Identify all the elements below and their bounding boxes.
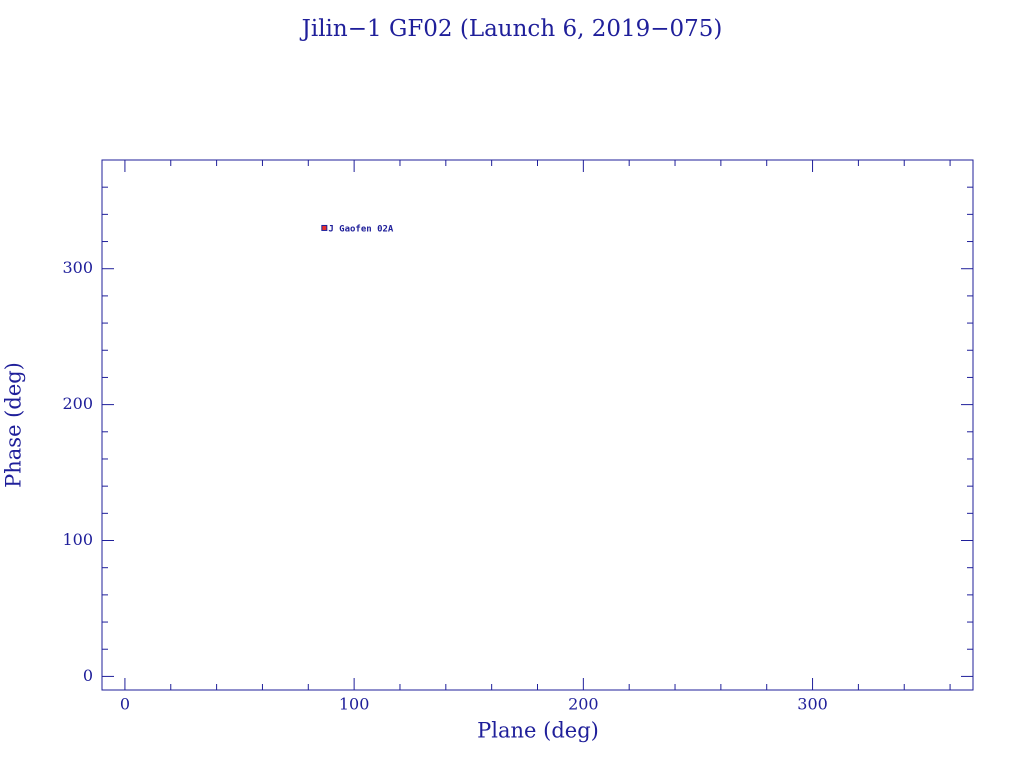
chart-title: Jilin−1 GF02 (Launch 6, 2019−075) <box>300 16 723 42</box>
y-tick-label: 200 <box>62 394 93 413</box>
x-tick-label: 0 <box>120 695 130 714</box>
y-axis-title: Phase (deg) <box>2 362 26 488</box>
y-tick-label: 100 <box>62 530 93 549</box>
x-tick-label: 300 <box>797 695 828 714</box>
y-tick-label: 300 <box>62 258 93 277</box>
x-axis-title: Plane (deg) <box>477 719 599 743</box>
scatter-point <box>321 224 328 231</box>
plot-frame <box>101 159 974 691</box>
x-tick-label: 200 <box>568 695 599 714</box>
x-tick-label: 100 <box>339 695 370 714</box>
y-tick-label: 0 <box>83 666 93 685</box>
point-label: J Gaofen 02A <box>328 224 394 234</box>
